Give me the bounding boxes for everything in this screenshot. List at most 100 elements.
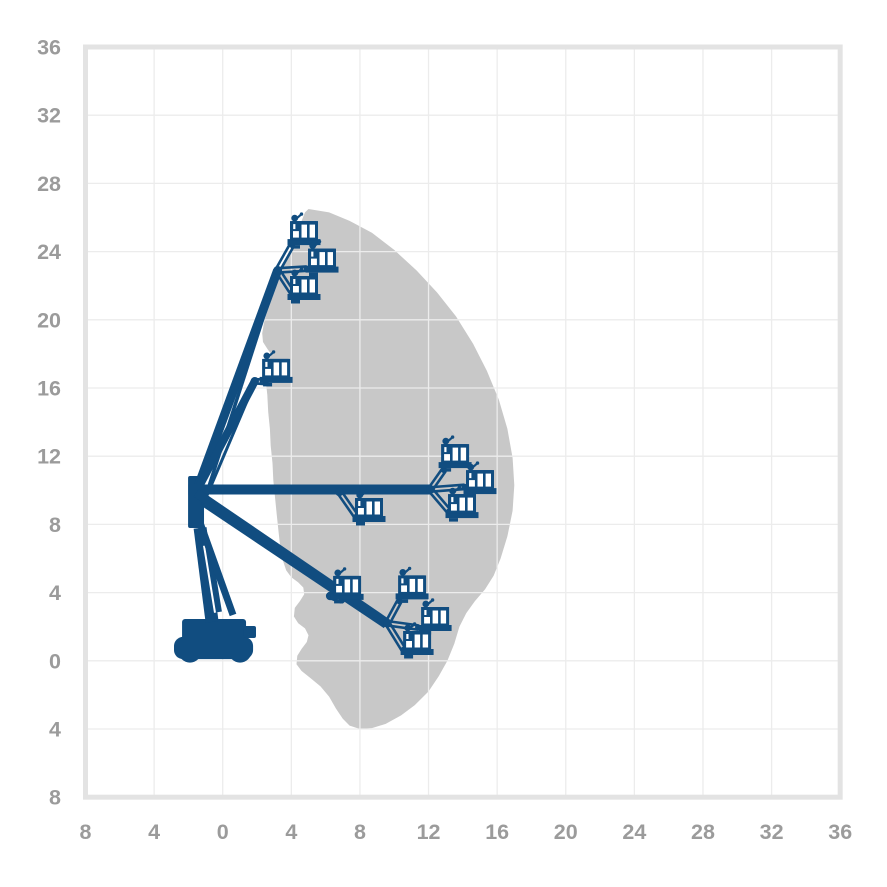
operator-head-icon — [334, 569, 342, 577]
jib-bar — [336, 492, 356, 519]
control-lever-icon — [360, 490, 367, 497]
lever-knob-icon — [412, 622, 417, 626]
control-lever-icon — [295, 213, 302, 220]
lever-knob-icon — [407, 566, 412, 571]
lower-boom-brace — [195, 518, 237, 617]
platform-basket — [352, 489, 386, 526]
boom-arm — [201, 277, 278, 506]
platform-basket — [330, 567, 364, 604]
x-axis-tick-label: 24 — [622, 820, 646, 844]
basket-top-rail — [404, 631, 430, 635]
lever-knob-icon — [299, 267, 304, 271]
y-axis-tick-label: 28 — [37, 172, 61, 196]
operator-head-icon — [422, 600, 430, 608]
operator-head-icon — [356, 491, 364, 499]
lever-knob-icon — [364, 489, 369, 493]
platform-basket — [400, 622, 434, 659]
basket-floor — [400, 649, 434, 655]
control-lever-icon — [408, 623, 415, 630]
jib-knuckle — [250, 376, 259, 386]
y-axis-tick-label: 16 — [37, 377, 61, 401]
y-axis-tick-label: 12 — [37, 445, 61, 469]
basket-top-rail — [309, 248, 335, 253]
y-axis-tick-label: 4 — [49, 581, 61, 605]
y-axis-tick-label: 20 — [37, 308, 61, 332]
basket-top-rail — [422, 607, 448, 611]
basket-step — [404, 655, 414, 659]
working-envelope-area — [262, 209, 515, 729]
basket-console — [422, 608, 431, 617]
jib-bar — [427, 467, 444, 489]
boom-arm — [191, 268, 282, 494]
lever-knob-icon — [342, 567, 347, 571]
operator-head-icon — [442, 437, 450, 445]
x-axis-tick-label: 8 — [354, 820, 366, 844]
lever-knob-icon — [271, 350, 276, 354]
jib-bar — [274, 270, 292, 295]
control-lever-icon — [313, 241, 320, 247]
basket-top-rail — [334, 575, 360, 580]
basket-console — [399, 576, 408, 586]
lever-knob-icon — [299, 212, 304, 216]
jib-knuckle — [335, 487, 344, 497]
basket-console — [442, 445, 451, 455]
platform-basket — [259, 350, 293, 387]
boom-arm — [202, 503, 386, 629]
lever-knob-icon — [317, 239, 322, 244]
x-axis-tick-label: 36 — [828, 820, 852, 844]
basket-top-rail — [449, 494, 475, 498]
platform-basket — [287, 267, 321, 304]
x-axis-tick-label: 4 — [148, 820, 160, 844]
basket-floor — [418, 625, 452, 631]
y-axis-tick-label: 24 — [37, 240, 61, 264]
console-slot — [401, 578, 404, 584]
platform-baskets — [259, 212, 497, 659]
operator-head-icon — [404, 624, 412, 632]
basket-floor — [445, 512, 479, 519]
jib-knuckle — [426, 485, 435, 494]
operator-head-icon — [399, 569, 407, 576]
console-slot — [451, 497, 454, 503]
platform-basket — [438, 435, 472, 472]
basket-console — [404, 632, 413, 641]
axis-labels: 8 4 0 4 8 12 16 20 24 28 32 36 36 32 28 24 20 16 12 8 4 0 4 8 — [37, 36, 852, 845]
y-axis-tick-label: 4 — [49, 718, 61, 742]
x-axis-tick-label: 32 — [760, 820, 784, 844]
basket-console — [291, 277, 300, 286]
y-axis-tick-label: 8 — [49, 513, 61, 537]
basket-top-rail — [356, 498, 382, 502]
boom-lift-machine — [174, 475, 256, 663]
console-slot — [358, 501, 361, 506]
x-axis-tick-label: 16 — [485, 820, 509, 844]
basket-step — [309, 272, 318, 277]
basket-step — [399, 599, 409, 603]
basket-step — [291, 300, 300, 304]
operator-head-icon — [263, 352, 271, 360]
control-lever-icon — [403, 568, 410, 574]
basket-top-rail — [442, 444, 468, 448]
x-axis-tick-label: 0 — [217, 820, 229, 844]
x-axis-tick-label: 4 — [285, 820, 297, 844]
operator-head-icon — [291, 214, 299, 222]
basket-top-rail — [399, 575, 425, 579]
basket-top-rail — [291, 221, 317, 225]
basket-console — [449, 495, 458, 505]
basket-console — [291, 222, 300, 232]
control-lever-icon — [338, 568, 345, 575]
basket-floor — [330, 593, 364, 600]
lever-knob-icon — [430, 598, 435, 602]
console-slot — [265, 361, 268, 367]
x-axis-tick-label: 8 — [80, 820, 92, 844]
console-slot — [336, 578, 339, 584]
basket-floor — [287, 239, 321, 246]
basket-floor — [395, 593, 429, 600]
basket-step — [334, 599, 344, 604]
console-slot — [444, 447, 447, 453]
jib-bar — [427, 490, 449, 514]
x-axis-tick-label: 28 — [691, 820, 715, 844]
jib-bar — [388, 621, 407, 650]
basket-step — [449, 518, 458, 522]
jib-bar — [384, 623, 403, 652]
counterweight — [243, 626, 256, 638]
